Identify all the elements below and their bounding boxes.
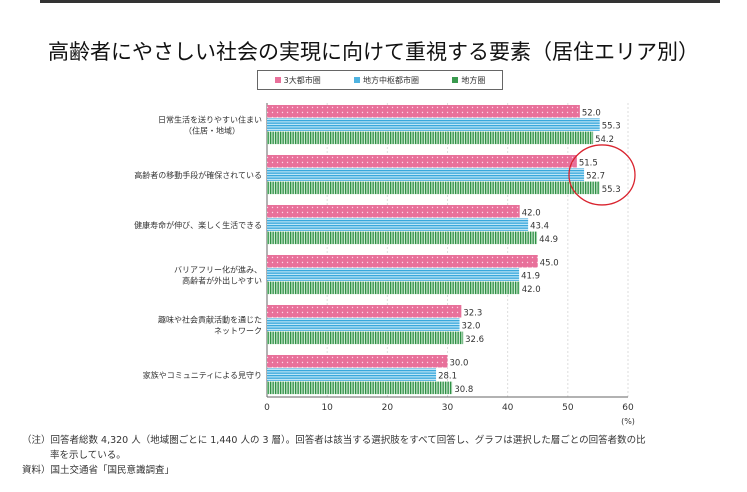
data-label: 51.5 bbox=[579, 158, 598, 168]
data-label: 55.3 bbox=[602, 185, 621, 195]
bar bbox=[267, 381, 453, 395]
bar bbox=[267, 268, 520, 281]
data-label: 30.8 bbox=[454, 385, 473, 395]
bar bbox=[267, 318, 460, 331]
data-label: 32.0 bbox=[462, 322, 481, 332]
note-line-2: 率を示している。 bbox=[50, 450, 126, 461]
data-label: 42.0 bbox=[522, 285, 541, 295]
category-label: 健康寿命が伸び、楽しく生活できる bbox=[134, 220, 262, 230]
legend-item-0: 3大都市圏 bbox=[274, 75, 321, 86]
bar bbox=[267, 105, 580, 118]
x-tick-label: 40 bbox=[502, 403, 514, 413]
category-label: 高齢者の移動手段が確保されている bbox=[134, 170, 262, 180]
note-line-1: （注）回答者総数 4,320 人（地域圏ごとに 1,440 人の 3 層）。回答… bbox=[22, 435, 646, 446]
category-label: 高齢者が外出しやすい bbox=[182, 275, 262, 285]
legend-item-1: 地方中枢都市圏 bbox=[354, 75, 419, 86]
bar bbox=[267, 218, 529, 231]
data-label: 54.2 bbox=[595, 135, 614, 145]
bar-chart: 0 10 20 30 40 50 60 (%) 日常生活を送りやすい住まい（住居・地域） 52.0… bbox=[134, 103, 636, 426]
data-label: 44.9 bbox=[539, 235, 558, 245]
top-border bbox=[40, 0, 720, 3]
highlight-circle bbox=[568, 144, 636, 206]
bar bbox=[267, 305, 462, 318]
category-label: 日常生活を送りやすい住まい bbox=[158, 114, 262, 124]
legend-swatch bbox=[354, 77, 361, 83]
category-label: ネットワーク bbox=[214, 326, 262, 335]
bar bbox=[267, 181, 600, 195]
bar bbox=[267, 331, 464, 345]
data-label: 52.0 bbox=[582, 108, 601, 118]
x-tick-label: 0 bbox=[264, 403, 270, 413]
data-label: 42.0 bbox=[522, 208, 541, 218]
data-label: 30.0 bbox=[450, 358, 469, 368]
bar bbox=[267, 131, 594, 145]
bar bbox=[267, 255, 538, 268]
data-label: 32.3 bbox=[463, 308, 482, 318]
legend-label: 3大都市圏 bbox=[283, 75, 321, 85]
legend-swatch bbox=[452, 77, 459, 83]
data-label: 55.3 bbox=[602, 122, 621, 132]
data-label: 28.1 bbox=[438, 372, 457, 382]
x-tick-label: 20 bbox=[382, 403, 394, 413]
bar bbox=[267, 368, 437, 381]
data-label: 52.7 bbox=[586, 172, 605, 182]
legend-label: 地方圏 bbox=[461, 75, 486, 85]
bar bbox=[267, 205, 520, 218]
category-label: 趣味や社会貢献活動を通じた bbox=[158, 314, 262, 324]
category-label: バリアフリー化が進み、 bbox=[174, 264, 262, 274]
x-tick-label: 60 bbox=[622, 403, 634, 413]
legend-item-2: 地方圏 bbox=[452, 75, 485, 86]
bar bbox=[267, 168, 585, 181]
data-label: 43.4 bbox=[530, 222, 549, 232]
chart-title: 高齢者にやさしい社会の実現に向けて重視する要素（居住エリア別） bbox=[48, 40, 699, 64]
bar bbox=[267, 355, 448, 368]
category-label: （住居・地域） bbox=[184, 125, 240, 135]
x-tick-label: 50 bbox=[562, 403, 574, 413]
bar bbox=[267, 155, 577, 168]
x-tick-label: 30 bbox=[442, 403, 454, 413]
legend-swatch bbox=[274, 77, 281, 83]
data-label: 32.6 bbox=[465, 335, 484, 345]
bar bbox=[267, 281, 520, 295]
data-label: 41.9 bbox=[521, 272, 540, 282]
source: 資料）国土交通省「国民意識調査」 bbox=[22, 465, 175, 476]
legend-label: 地方中枢都市圏 bbox=[363, 75, 420, 85]
category-label: 家族やコミュニティによる見守り bbox=[143, 370, 262, 380]
x-unit: (%) bbox=[621, 417, 635, 426]
data-label: 45.0 bbox=[540, 258, 559, 268]
x-tick-label: 10 bbox=[321, 403, 333, 413]
bar bbox=[267, 231, 538, 245]
bar bbox=[267, 118, 600, 131]
legend: 3大都市圏 地方中枢都市圏 地方圏 bbox=[257, 70, 503, 90]
